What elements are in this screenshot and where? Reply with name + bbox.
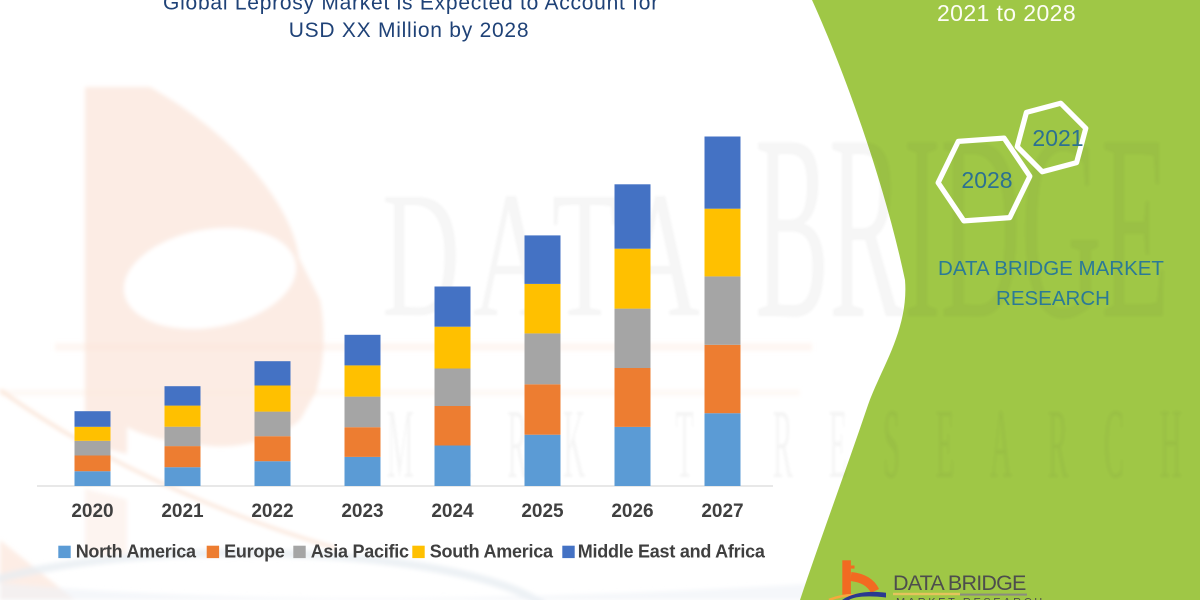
svg-text:2028: 2028: [961, 167, 1012, 193]
svg-text:South America: South America: [430, 542, 554, 562]
svg-text:2021: 2021: [1032, 125, 1083, 151]
svg-text:2026: 2026: [611, 501, 653, 522]
svg-text:North America: North America: [76, 542, 197, 562]
svg-text:2023: 2023: [341, 501, 383, 522]
svg-text:DATA BRIDGE: DATA BRIDGE: [893, 571, 1026, 595]
svg-text:2024: 2024: [431, 501, 474, 522]
svg-text:2025: 2025: [521, 501, 564, 522]
svg-text:2020: 2020: [71, 501, 113, 522]
svg-text:MARKET RESEARCH: MARKET RESEARCH: [896, 597, 1045, 600]
svg-text:2021: 2021: [161, 501, 204, 522]
svg-text:BRIDGE: BRIDGE: [755, 80, 1169, 373]
svg-text:2022: 2022: [251, 501, 293, 522]
svg-text:RESEARCH: RESEARCH: [996, 287, 1110, 310]
svg-text:2027: 2027: [701, 501, 743, 522]
svg-text:MARKET RESEARCH: MARKET RESEARCH: [387, 388, 1182, 499]
svg-text:Global Leprosy Market is Expec: Global Leprosy Market is Expected to Acc…: [163, 0, 659, 15]
svg-text:Europe: Europe: [224, 542, 285, 562]
svg-text:USD XX Million by 2028: USD XX Million by 2028: [289, 19, 530, 42]
svg-text:Middle East and Africa: Middle East and Africa: [578, 542, 766, 562]
svg-text:DATA BRIDGE MARKET: DATA BRIDGE MARKET: [938, 257, 1164, 280]
svg-text:Asia Pacific: Asia Pacific: [311, 542, 409, 562]
svg-text:2021 to 2028: 2021 to 2028: [937, 0, 1076, 26]
